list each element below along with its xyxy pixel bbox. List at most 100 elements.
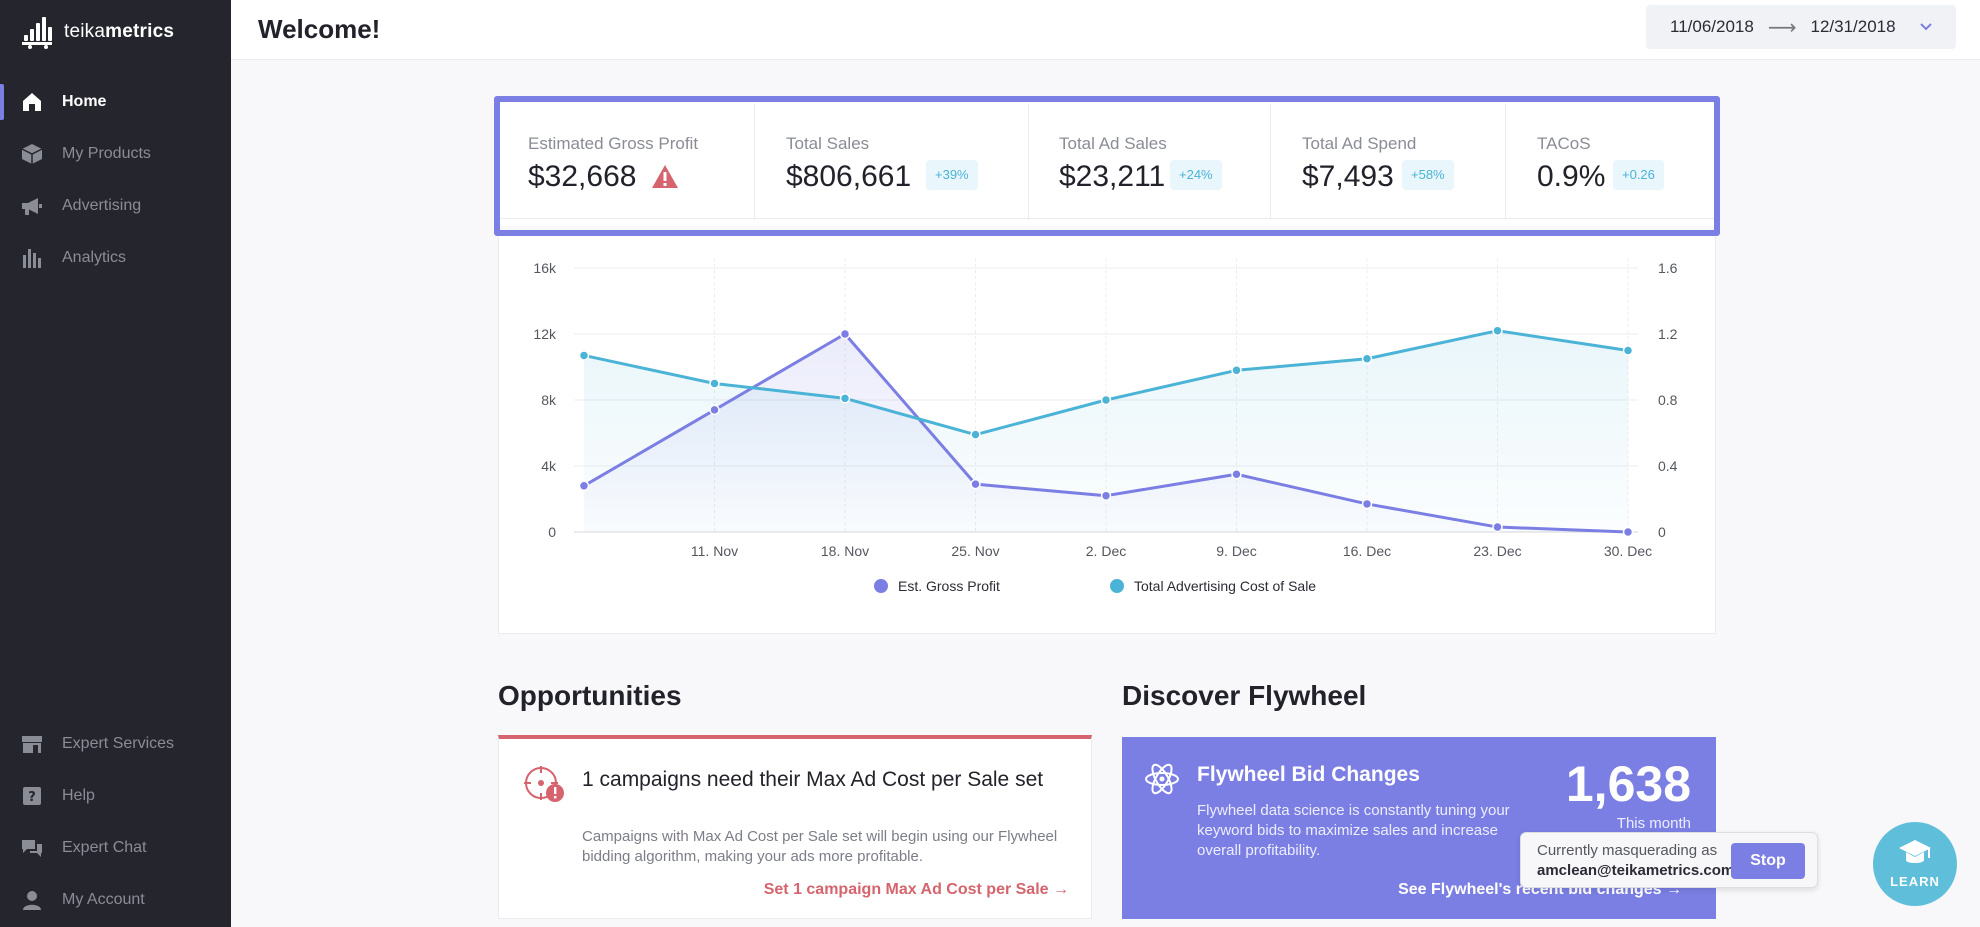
- cart-logo-icon: [20, 15, 56, 49]
- legend-item-gross-profit[interactable]: Est. Gross Profit: [874, 578, 1000, 594]
- set-max-ad-cost-link[interactable]: Set 1 campaign Max Ad Cost per Sale →: [763, 881, 1069, 898]
- stop-masquerade-button[interactable]: Stop: [1731, 843, 1805, 879]
- series-area: [584, 330, 1628, 532]
- store-icon: [20, 732, 44, 756]
- user-icon: [20, 888, 44, 912]
- discover-flywheel-title: Discover Flywheel: [1122, 680, 1367, 711]
- data-point: [1231, 365, 1242, 376]
- flywheel-bid-changes-card: Flywheel Bid Changes Flywheel data scien…: [1122, 737, 1716, 919]
- x-axis: 11. Nov 18. Nov 25. Nov 2. Dec 9. Dec 16. Dec…: [691, 543, 1652, 559]
- x-tick-label: 11. Nov: [691, 543, 738, 559]
- svg-text:?: ?: [28, 790, 36, 805]
- data-point: [1622, 345, 1634, 356]
- sidebar-item-label: Expert Chat: [62, 839, 147, 856]
- data-point: [970, 429, 981, 440]
- y-right-tick-label: 0.4: [1658, 458, 1678, 474]
- x-tick-label: 18. Nov: [821, 543, 869, 559]
- logo[interactable]: teikametrics: [20, 14, 174, 50]
- kpi-label: Total Ad Spend: [1302, 134, 1417, 153]
- sidebar: teikametrics Home My Products Advertisin…: [0, 0, 231, 927]
- kpi-value: 0.9%: [1537, 160, 1606, 193]
- sidebar-item-label: Expert Services: [62, 735, 175, 752]
- megaphone-icon: [20, 194, 44, 218]
- sidebar-item-help[interactable]: ? Help: [0, 770, 231, 822]
- change-badge: +39%: [926, 160, 978, 190]
- y-right-tick-label: 1.2: [1658, 326, 1678, 342]
- x-tick-label: 16. Dec: [1343, 543, 1391, 559]
- kpi-label: Total Sales: [786, 134, 870, 153]
- x-tick-label: 23. Dec: [1473, 543, 1521, 559]
- data-point: [709, 404, 720, 416]
- kpi-total-ad-spend[interactable]: Total Ad Spend $7,493 +58%: [1302, 100, 1502, 218]
- profit-tacos-chart[interactable]: 0 4k 8k 12k 16k 0 0.4 0.8 1.2 1.6 11. Nov 18. Nov…: [498, 236, 1716, 576]
- data-point: [839, 328, 851, 340]
- bid-changes-count: 1,638: [1565, 756, 1691, 812]
- kpi-label: Total Ad Sales: [1059, 134, 1167, 153]
- home-icon: [20, 90, 44, 114]
- masquerade-label: Currently masquerading as: [1537, 842, 1718, 859]
- kpi-value: $806,661: [786, 160, 912, 193]
- divider: [754, 104, 755, 220]
- target-alert-icon: [523, 765, 567, 810]
- sidebar-item-analytics[interactable]: Analytics: [0, 232, 231, 284]
- flywheel-card-description: Flywheel data science is constantly tuni…: [1197, 802, 1510, 859]
- data-point: [839, 393, 851, 404]
- sidebar-item-label: My Account: [62, 891, 145, 908]
- kpi-total-sales[interactable]: Total Sales $806,661 +39%: [786, 100, 1026, 218]
- sidebar-item-my-account[interactable]: My Account: [0, 874, 231, 926]
- kpi-estimated-gross-profit[interactable]: Estimated Gross Profit $32,668: [528, 100, 754, 218]
- page-title: Welcome!: [258, 14, 381, 44]
- masquerade-email: amclean@teikametrics.com.: [1537, 862, 1739, 879]
- data-point: [578, 350, 590, 361]
- change-badge: +0.26: [1613, 160, 1664, 190]
- flywheel-card-title: Flywheel Bid Changes: [1197, 763, 1420, 786]
- data-point: [1361, 353, 1373, 364]
- sidebar-nav-top: Home My Products Advertising Analytics: [0, 76, 231, 284]
- sidebar-item-label: Analytics: [62, 249, 127, 266]
- kpi-tacos[interactable]: TACoS 0.9% +0.26: [1537, 100, 1707, 218]
- sidebar-item-label: Home: [62, 93, 107, 110]
- kpi-total-ad-sales[interactable]: Total Ad Sales $23,211 +24%: [1059, 100, 1269, 218]
- divider: [1270, 104, 1271, 220]
- opportunity-card: 1 campaigns need their Max Ad Cost per S…: [498, 735, 1092, 919]
- sidebar-item-label: Advertising: [62, 197, 142, 214]
- data-point: [1492, 325, 1503, 336]
- sidebar-nav-bottom: Expert Services ? Help Expert Chat My Ac…: [0, 718, 231, 926]
- divider: [498, 218, 1716, 219]
- data-point: [1231, 469, 1242, 480]
- sidebar-item-label: My Products: [62, 145, 151, 162]
- y-right-tick-label: 0.8: [1658, 392, 1678, 408]
- kpi-label: TACoS: [1537, 134, 1591, 153]
- brand-name: teikametrics: [64, 21, 175, 42]
- data-point: [709, 378, 720, 389]
- y-left-tick-label: 16k: [533, 260, 557, 276]
- learn-button[interactable]: LEARN: [1873, 822, 1957, 906]
- data-point: [1100, 394, 1112, 406]
- opportunity-description: Campaigns with Max Ad Cost per Sale set …: [582, 828, 1058, 865]
- top-header: Welcome! 11/06/2018 ⟶ 12/31/2018: [231, 0, 1980, 60]
- graduation-cap-icon: [1898, 836, 1932, 875]
- legend-label: Total Advertising Cost of Sale: [1134, 578, 1317, 594]
- sidebar-item-advertising[interactable]: Advertising: [0, 180, 231, 232]
- learn-label: LEARN: [1890, 874, 1940, 889]
- sidebar-item-expert-services[interactable]: Expert Services: [0, 718, 231, 770]
- kpi-highlight-frame: [494, 96, 1720, 236]
- chart-areas: [584, 330, 1628, 532]
- data-point: [1622, 526, 1634, 538]
- y-left-tick-label: 0: [548, 524, 556, 540]
- date-start: 11/06/2018: [1670, 17, 1754, 36]
- y-left-tick-label: 12k: [533, 326, 557, 342]
- legend-dot: [874, 579, 888, 593]
- y-right-tick-label: 0: [1658, 524, 1666, 540]
- sidebar-item-my-products[interactable]: My Products: [0, 128, 231, 180]
- data-point: [1100, 490, 1112, 501]
- legend-label: Est. Gross Profit: [898, 578, 1000, 594]
- sidebar-item-home[interactable]: Home: [0, 76, 231, 128]
- y-right-tick-label: 1.6: [1658, 260, 1678, 276]
- legend-item-tacos[interactable]: Total Advertising Cost of Sale: [1110, 578, 1316, 594]
- kpi-label: Estimated Gross Profit: [528, 134, 699, 153]
- masquerade-toast: Currently masquerading as amclean@teikam…: [1520, 832, 1818, 888]
- date-range-picker[interactable]: 11/06/2018 ⟶ 12/31/2018: [1646, 5, 1956, 49]
- chevron-down-icon: [1918, 18, 1934, 39]
- sidebar-item-expert-chat[interactable]: Expert Chat: [0, 822, 231, 874]
